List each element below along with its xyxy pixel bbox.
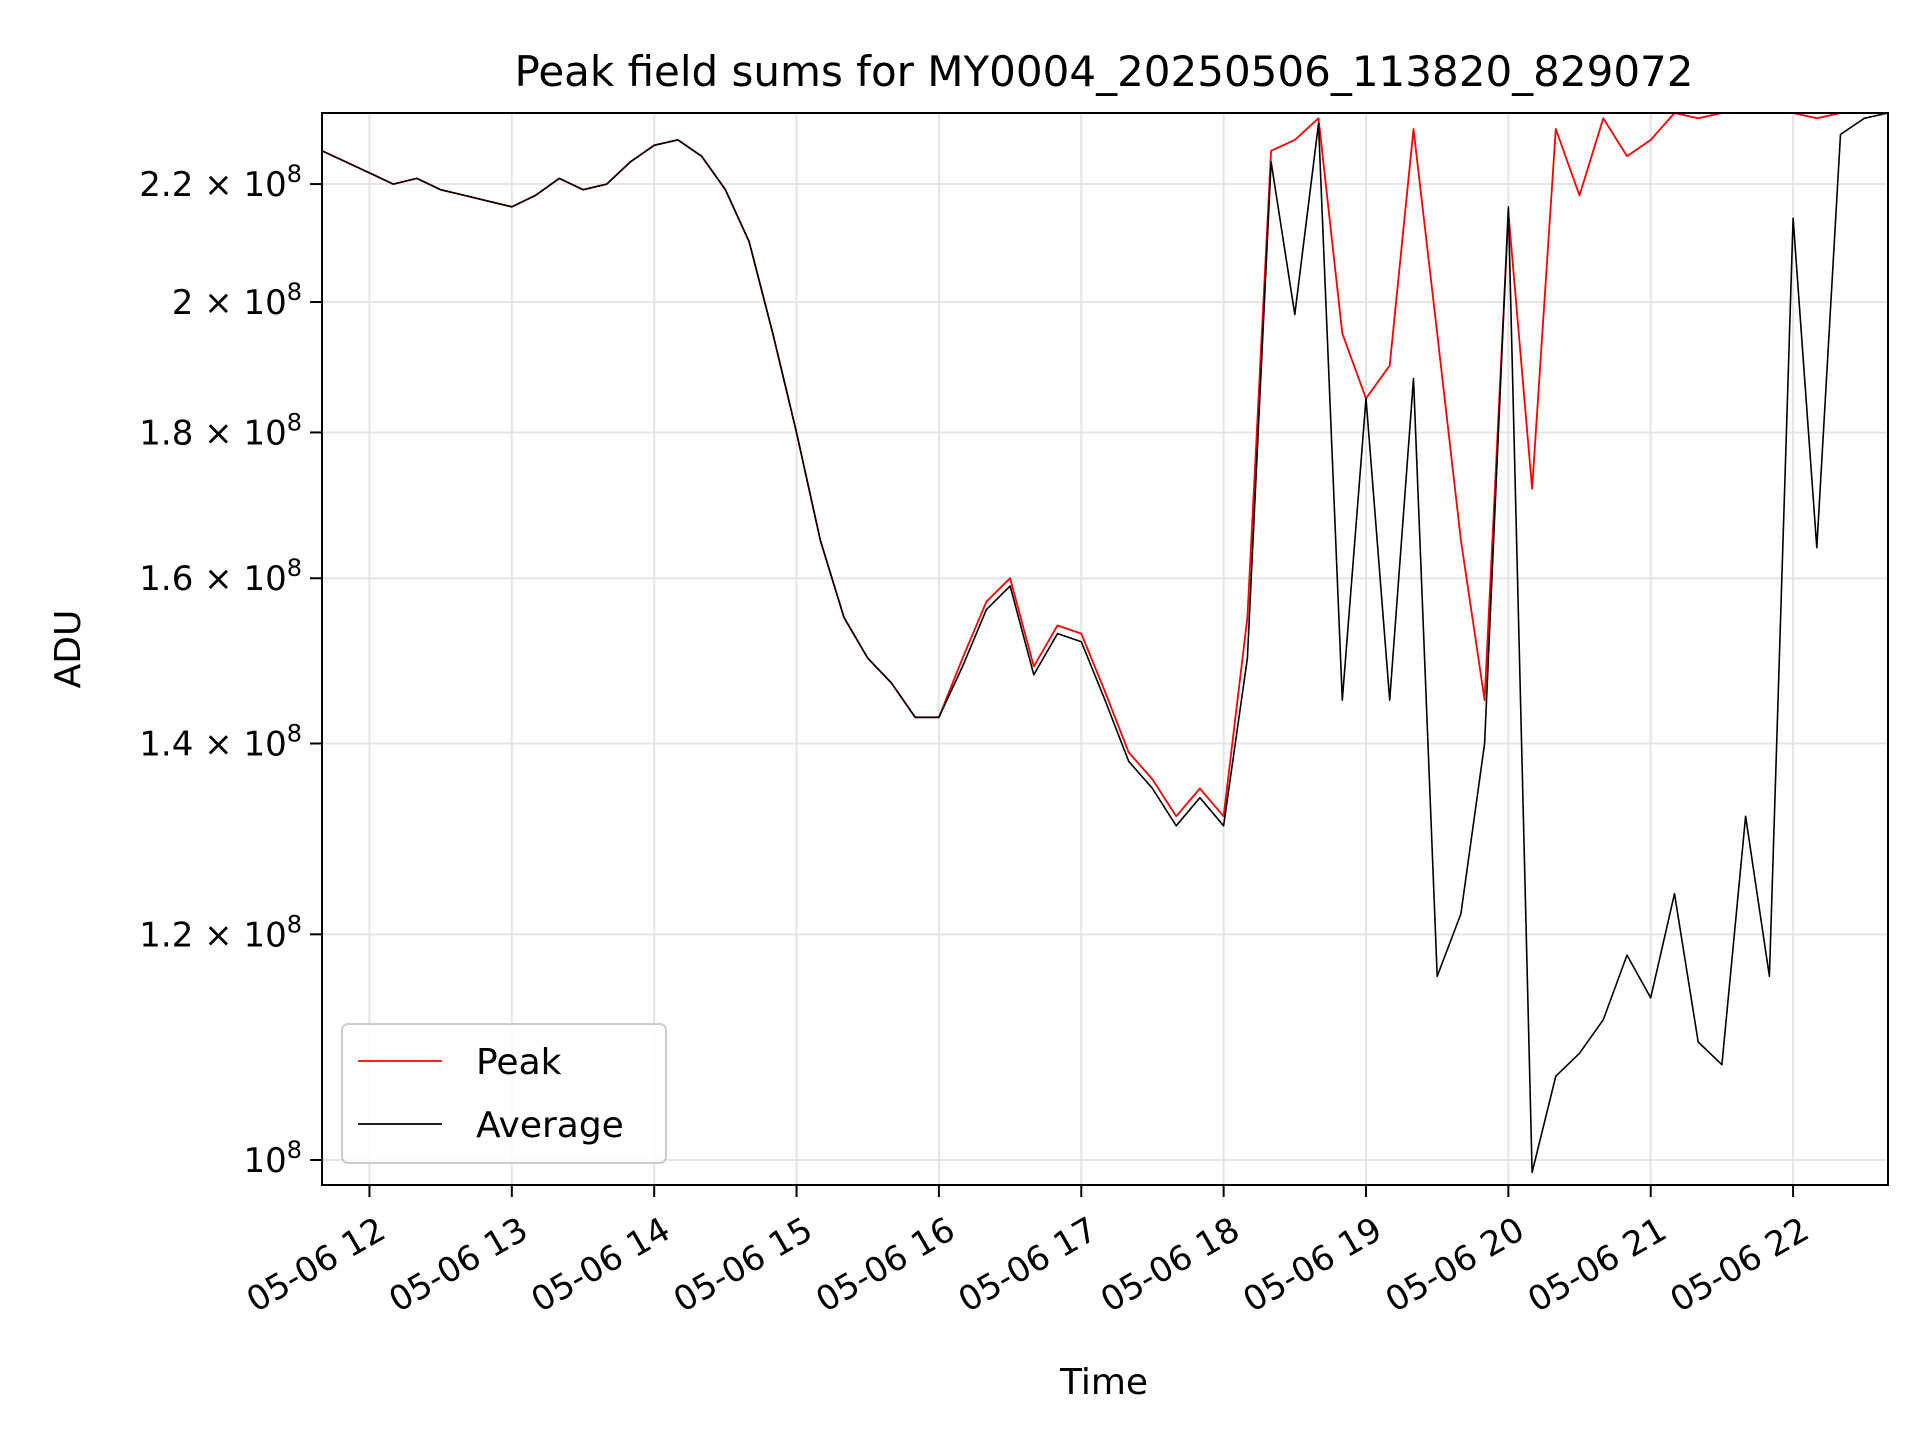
- y-tick-exponent: 8: [287, 278, 302, 306]
- plot-frame: [321, 112, 1889, 1186]
- x-axis-label: Time: [1059, 1362, 1148, 1403]
- grid-lines: [322, 113, 1888, 1185]
- y-tick-exponent: 8: [287, 910, 302, 938]
- y-tick-label: 1.2 × 108: [139, 910, 302, 955]
- legend: Peak Average: [341, 1023, 667, 1164]
- y-tick-label: 2.2 × 108: [139, 160, 302, 205]
- y-tick-label: 1.6 × 108: [139, 554, 302, 599]
- series-line-average: [321, 112, 1889, 1174]
- y-tick-mantissa: 1.6 × 10: [139, 559, 286, 599]
- y-tick-mantissa: 10: [243, 1141, 286, 1181]
- legend-label-peak: Peak: [476, 1042, 562, 1083]
- y-tick-mantissa: 1.2 × 10: [139, 915, 286, 955]
- y-tick-label: 1.8 × 108: [139, 408, 302, 453]
- y-tick-mantissa: 2.2 × 10: [139, 165, 286, 205]
- y-tick-label: 108: [243, 1136, 302, 1181]
- series-lines: [321, 112, 1889, 1174]
- y-tick-label: 1.4 × 108: [139, 720, 302, 765]
- y-tick-mantissa: 1.8 × 10: [139, 413, 286, 453]
- legend-box: [341, 1023, 667, 1164]
- y-tick-mantissa: 2 × 10: [172, 283, 287, 323]
- legend-label-average: Average: [476, 1105, 624, 1146]
- y-tick-exponent: 8: [287, 554, 302, 582]
- y-tick-exponent: 8: [287, 408, 302, 436]
- y-tick-exponent: 8: [287, 1136, 302, 1164]
- y-tick-exponent: 8: [287, 160, 302, 188]
- y-axis-label: ADU: [48, 610, 89, 689]
- y-tick-mantissa: 1.4 × 10: [139, 725, 286, 765]
- y-tick-label: 2 × 108: [172, 278, 302, 323]
- y-tick-exponent: 8: [287, 720, 302, 748]
- chart-title: Peak field sums for MY0004_20250506_1138…: [514, 47, 1693, 96]
